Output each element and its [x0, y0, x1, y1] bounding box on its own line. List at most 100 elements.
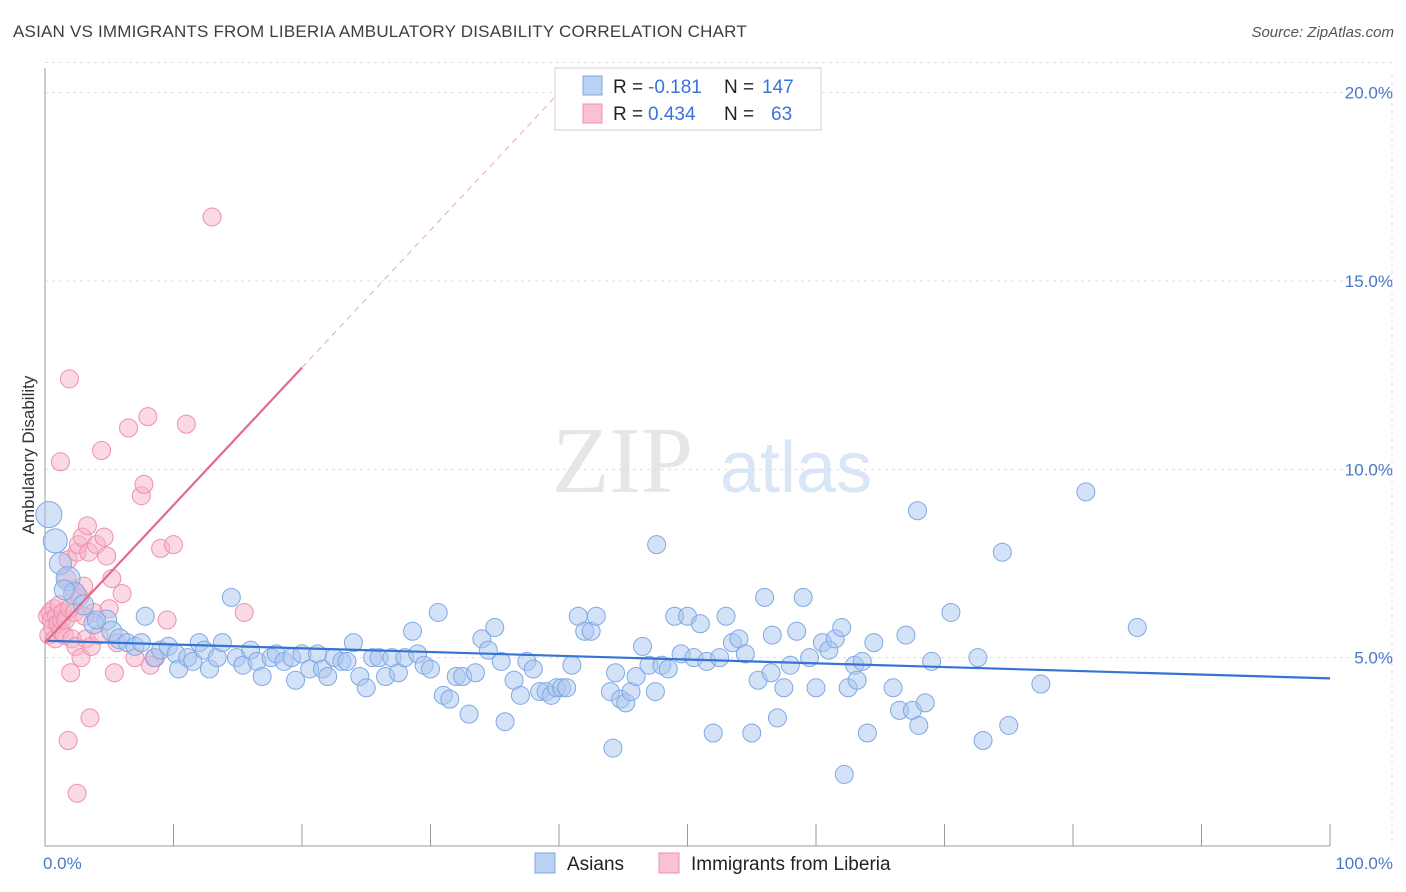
legend-r-label-1: R =	[613, 77, 643, 98]
asian-point-128	[864, 633, 884, 653]
legend-n-value-2: 63	[771, 104, 792, 125]
asian-point-150	[852, 651, 872, 671]
asian-point-43	[318, 667, 338, 686]
legend-swatch-asian	[582, 75, 603, 96]
asian-point-120	[806, 678, 826, 698]
y-tick-label-3: 20.0%	[1345, 84, 1393, 103]
asian-point-71	[495, 712, 515, 732]
asian-point-9	[86, 610, 106, 630]
asian-point-133	[909, 715, 929, 735]
liberia-point-56	[176, 414, 196, 434]
asian-point-70	[491, 651, 511, 671]
asian-point-0	[35, 501, 63, 529]
chart-source: Source: ZipAtlas.com	[1251, 24, 1394, 41]
asian-point-56	[403, 621, 423, 641]
y-tick-label-1: 10.0%	[1345, 460, 1393, 479]
asian-point-104	[703, 723, 723, 743]
liberia-point-60	[58, 731, 78, 751]
asian-point-147	[647, 535, 667, 555]
asian-point-81	[557, 678, 577, 698]
asian-point-136	[941, 602, 961, 622]
series-asian-points	[35, 482, 1147, 784]
asian-point-141	[1076, 482, 1096, 502]
liberia-point-59	[50, 452, 70, 472]
watermark-atlas: atlas	[720, 428, 872, 508]
x-tick-labels: 0.0% 100.0%	[43, 854, 1393, 873]
asian-point-97	[658, 659, 678, 679]
asian-point-88	[606, 663, 626, 683]
asian-point-117	[787, 621, 807, 641]
legend-n-value-1: 147	[762, 77, 794, 98]
asian-point-115	[774, 678, 794, 698]
asian-point-129	[883, 678, 903, 698]
liberia-point-43	[104, 663, 124, 683]
liberia-point-61	[67, 783, 87, 803]
legend-bottom: Asians Immigrants from Liberia	[534, 852, 891, 875]
y-tick-label-2: 15.0%	[1345, 272, 1393, 291]
asian-point-143	[834, 764, 854, 784]
legend-bottom-asians: Asians	[567, 854, 624, 875]
asian-point-118	[793, 587, 813, 607]
asian-point-102	[690, 614, 710, 634]
liberia-point-40	[97, 546, 117, 566]
watermark-zip: ZIP	[552, 409, 693, 513]
x-tick-label-1: 100.0%	[1335, 854, 1393, 873]
asian-point-114	[767, 708, 787, 728]
liberia-point-45	[112, 584, 132, 604]
asian-point-82	[562, 655, 582, 675]
liberia-point-50	[138, 407, 158, 427]
asian-point-5	[73, 594, 95, 616]
asian-point-66	[465, 663, 485, 683]
liberia-point-62	[59, 369, 79, 389]
asian-point-116	[780, 655, 800, 675]
asian-point-38	[286, 670, 306, 690]
asian-point-109	[735, 644, 755, 664]
asian-point-142	[1127, 618, 1147, 638]
asian-point-60	[428, 602, 448, 622]
liberia-point-58	[234, 602, 254, 622]
asian-point-95	[645, 682, 665, 702]
legend-top: R = -0.181 N = 147 R = 0.434 N = 63	[554, 67, 822, 131]
liberia-point-54	[157, 610, 177, 630]
trend-line-asian	[44, 639, 1331, 680]
x-tick-label-0: 0.0%	[43, 854, 82, 873]
asian-point-27	[212, 633, 232, 653]
asian-point-144	[762, 625, 782, 645]
legend-bottom-liberia: Immigrants from Liberia	[691, 854, 891, 875]
asian-point-105	[710, 648, 730, 668]
legend-n-label-2: N =	[724, 104, 754, 125]
asian-point-93	[633, 636, 653, 656]
asian-point-137	[973, 731, 993, 751]
trend-line-liberia	[44, 366, 303, 644]
asian-point-62	[440, 689, 460, 709]
asian-point-124	[832, 618, 852, 638]
legend-bottom-swatch-asian	[534, 852, 556, 874]
asian-point-138	[992, 542, 1012, 562]
liberia-point-39	[94, 527, 114, 547]
asian-point-140	[1031, 674, 1051, 694]
asian-point-127	[857, 723, 877, 743]
asian-point-134	[915, 693, 935, 713]
asian-point-47	[343, 633, 363, 653]
asian-point-145	[603, 738, 623, 758]
asian-point-148	[847, 670, 867, 690]
liberia-point-46	[119, 418, 139, 438]
series-liberia-points	[38, 207, 254, 803]
liberia-point-18	[61, 663, 81, 683]
asian-point-86	[586, 606, 606, 626]
asian-point-28	[221, 587, 241, 607]
asian-point-46	[337, 651, 357, 671]
asian-point-69	[485, 618, 505, 638]
asian-point-110	[742, 723, 762, 743]
asian-point-113	[761, 663, 781, 683]
asian-point-75	[523, 659, 543, 679]
liberia-point-57	[202, 207, 222, 227]
legend-bottom-swatch-liberia	[658, 852, 680, 874]
asian-point-6	[53, 579, 75, 601]
asian-point-131	[896, 625, 916, 645]
liberia-point-49	[134, 474, 154, 494]
liberia-point-55	[164, 535, 183, 555]
asian-point-106	[716, 606, 736, 626]
y-tick-labels: 5.0% 10.0% 15.0% 20.0%	[1345, 84, 1393, 668]
legend-n-label-1: N =	[724, 77, 754, 98]
